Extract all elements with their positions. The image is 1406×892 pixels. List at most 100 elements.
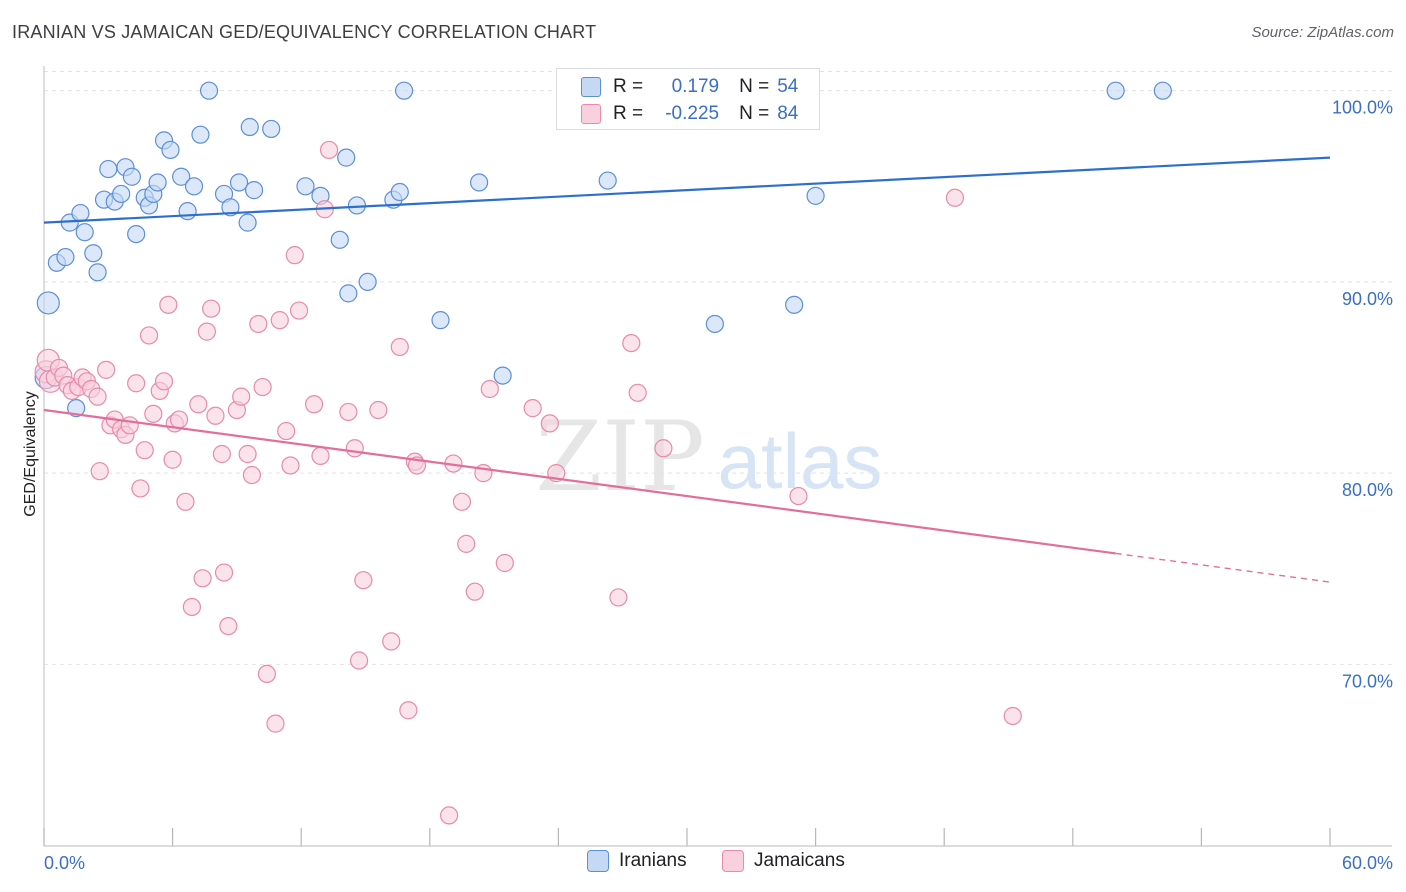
axes	[43, 66, 1392, 847]
series-swatch-iranians	[587, 850, 609, 872]
jamaican-point	[452, 492, 472, 511]
series-legend-iranians[interactable]: Iranians	[587, 850, 687, 872]
jamaican-point	[163, 450, 182, 469]
jamaican-point	[257, 664, 277, 684]
jamaican-point	[523, 399, 542, 418]
iranian-point	[221, 198, 240, 217]
jamaican-point	[311, 446, 330, 466]
iranian-point	[84, 244, 103, 263]
iranian-point	[598, 171, 617, 190]
jamaican-point	[169, 410, 189, 429]
legend-r-value: -0.225	[665, 103, 720, 124]
jamaican-point	[457, 534, 476, 553]
jamaican-point	[789, 486, 808, 506]
y-tick-label: 100.0%	[1332, 98, 1393, 118]
jamaican-point	[945, 188, 965, 207]
tick-labels: 70.0% 80.0% 90.0% 100.0% 0.0% 60.0% GED/Equiva…	[22, 98, 1393, 873]
x-tick-label: 60.0%	[1342, 853, 1393, 873]
iranian-point	[244, 181, 264, 200]
iranian-point	[296, 177, 315, 196]
jamaican-point	[345, 439, 364, 458]
jamaican-point	[285, 246, 304, 265]
series-label-jamaicans: Jamaicans	[754, 850, 845, 871]
iranian-point	[122, 167, 141, 186]
jamaican-point	[144, 404, 163, 423]
iranian-point	[358, 272, 377, 292]
iranian-point	[1106, 81, 1125, 100]
trend-line-iranians	[43, 156, 1331, 224]
iranian-point	[161, 140, 180, 160]
iranian-point	[148, 173, 167, 192]
jamaican-point	[270, 311, 289, 330]
jamaican-point	[304, 395, 324, 414]
jamaican-point	[249, 314, 268, 334]
iranian-point	[431, 311, 450, 330]
jamaican-point	[127, 374, 146, 393]
jamaican-point	[206, 406, 225, 425]
y-tick-label: 80.0%	[1342, 480, 1393, 500]
jamaican-point	[159, 295, 178, 314]
jamaican-point	[495, 553, 514, 573]
jamaican-point	[609, 588, 628, 607]
jamaican-point	[439, 806, 459, 825]
jamaican-point	[176, 492, 195, 511]
iranian-point	[238, 213, 257, 232]
iranian-point	[785, 295, 804, 314]
jamaican-point	[354, 571, 373, 590]
jamaican-point	[90, 462, 109, 481]
chart-title: IRANIAN VS JAMAICAN GED/EQUIVALENCY CORR…	[12, 22, 597, 42]
legend-r-value: 0.179	[671, 76, 720, 97]
legend-swatch-jamaicans	[581, 104, 601, 124]
jamaican-point	[238, 444, 257, 464]
jamaican-point	[135, 441, 154, 460]
legend-n-label: N =	[739, 76, 770, 97]
jamaican-point	[88, 387, 107, 406]
iranian-point	[493, 366, 512, 385]
jamaican-point	[219, 616, 238, 636]
watermark-zip: ZIP	[535, 401, 704, 513]
trend-lines	[43, 156, 1331, 583]
legend-swatch-iranians	[581, 77, 601, 97]
series-legend: Iranians Jamaicans	[0, 850, 1406, 878]
iranian-point	[806, 186, 825, 205]
y-tick-label: 70.0%	[1342, 671, 1393, 691]
iranian-point	[36, 291, 60, 315]
jamaican-point	[480, 379, 499, 399]
legend-row-iranians: R = 0.179 N = 54	[557, 74, 798, 100]
jamaican-point	[242, 465, 262, 485]
jamaican-point	[232, 387, 251, 406]
iranian-point	[469, 173, 489, 192]
jamaican-point	[277, 421, 296, 441]
jamaican-point	[253, 377, 272, 397]
jamaican-point	[382, 632, 401, 651]
jamaican-point	[202, 299, 221, 318]
stats-legend: R = 0.179 N = 54 R = -0.225 N = 84	[556, 68, 820, 130]
jamaican-point	[349, 651, 369, 670]
legend-r-label: R =	[613, 76, 644, 97]
jamaican-point	[193, 569, 212, 588]
iranian-point	[240, 117, 259, 137]
iranian-point	[75, 223, 94, 242]
jamaican-point	[131, 479, 150, 498]
jamaican-point	[189, 395, 208, 414]
jamaican-point	[154, 372, 174, 391]
jamaican-point	[182, 597, 201, 617]
jamaican-point	[319, 140, 339, 160]
grid-lines	[44, 71, 1392, 665]
jamaican-point	[197, 322, 216, 341]
jamaican-point	[465, 582, 484, 601]
jamaican-point	[120, 416, 139, 435]
series-legend-jamaicans[interactable]: Jamaicans	[722, 850, 845, 872]
iranian-point	[178, 202, 197, 221]
jamaican-point	[212, 444, 231, 464]
iranian-point	[99, 159, 118, 179]
iranian-point	[191, 125, 210, 144]
x-tick-label: 0.0%	[44, 853, 85, 873]
jamaican-point	[139, 326, 159, 345]
jamaican-point	[369, 400, 388, 420]
iranian-point	[88, 263, 107, 282]
jamaican-point	[214, 563, 234, 582]
jamaican-point	[622, 333, 641, 353]
jamaican-point	[281, 456, 300, 475]
iranian-point	[337, 148, 356, 167]
